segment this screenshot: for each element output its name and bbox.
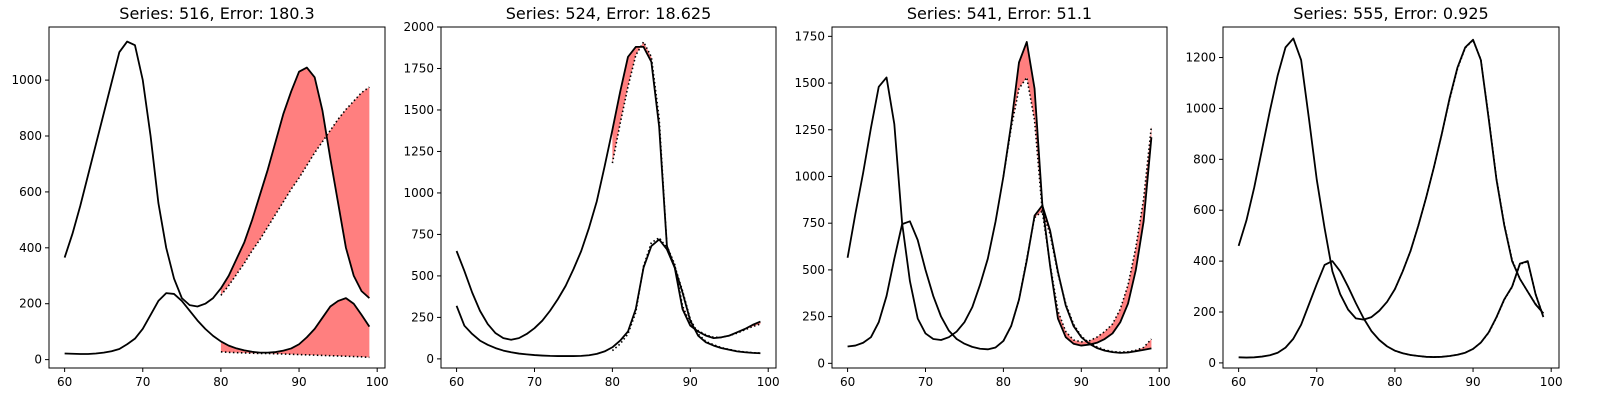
y-tick-label: 800 xyxy=(1193,152,1216,166)
chart-panel-4: 60 70 80 90 100020040060080010001200Series: … xyxy=(1185,4,1562,389)
forecast-line xyxy=(1394,260,1545,358)
x-tick-label: 60 xyxy=(57,375,72,389)
y-tick-label: 600 xyxy=(1193,203,1216,217)
plot-area xyxy=(455,41,761,357)
x-tick-label: 60 xyxy=(840,375,855,389)
plot-area xyxy=(846,41,1153,354)
axes-frame xyxy=(831,26,1168,369)
x-tick-label: 90 xyxy=(1074,375,1089,389)
y-tick-label: 250 xyxy=(411,310,434,324)
y-tick-label: 0 xyxy=(426,352,434,366)
y-tick-label: 750 xyxy=(802,216,825,230)
y-tick-label: 0 xyxy=(817,356,825,370)
chart-panel-2: 60 70 80 90 10002505007501000125015001750200… xyxy=(403,4,779,389)
x-tick-label: 70 xyxy=(1309,375,1324,389)
x-tick-label: 80 xyxy=(213,375,228,389)
actual-line xyxy=(64,292,371,355)
chart-title: Series: 555, Error: 0.925 xyxy=(1293,4,1488,23)
actual-line xyxy=(63,40,370,308)
y-tick-label: 1250 xyxy=(794,123,825,137)
y-tick-label: 500 xyxy=(802,263,825,277)
x-tick-label: 90 xyxy=(1465,375,1480,389)
y-tick-label: 1750 xyxy=(794,29,825,43)
actual-line xyxy=(847,204,1152,354)
x-tick-label: 70 xyxy=(918,375,933,389)
y-tick-label: 200 xyxy=(1193,305,1216,319)
y-tick-label: 1500 xyxy=(794,76,825,90)
forecast-line xyxy=(1002,76,1153,343)
forecast-line xyxy=(220,350,370,359)
y-tick-label: 0 xyxy=(34,353,42,367)
y-tick-label: 2000 xyxy=(403,20,434,34)
actual-line xyxy=(1237,37,1545,321)
x-tick-label: 80 xyxy=(605,375,620,389)
chart-title: Series: 524, Error: 18.625 xyxy=(506,4,712,23)
y-tick-label: 400 xyxy=(19,241,42,255)
y-tick-label: 200 xyxy=(19,297,42,311)
actual-line xyxy=(1238,260,1545,359)
forecast-line xyxy=(1394,39,1544,314)
y-tick-label: 1000 xyxy=(11,73,42,87)
x-tick-label: 90 xyxy=(683,375,698,389)
forecast-line xyxy=(611,41,761,339)
y-tick-label: 600 xyxy=(19,185,42,199)
y-tick-label: 1000 xyxy=(794,169,825,183)
x-tick-label: 60 xyxy=(449,375,464,389)
x-tick-label: 100 xyxy=(366,375,389,389)
y-tick-label: 1500 xyxy=(403,103,434,117)
x-tick-label: 70 xyxy=(135,375,150,389)
x-tick-label: 90 xyxy=(291,375,306,389)
y-tick-label: 800 xyxy=(19,129,42,143)
x-tick-label: 80 xyxy=(1387,375,1402,389)
x-tick-label: 60 xyxy=(1231,375,1246,389)
plot-area xyxy=(1237,37,1545,359)
y-tick-label: 1250 xyxy=(403,144,434,158)
y-tick-label: 1000 xyxy=(403,186,434,200)
y-tick-label: 1200 xyxy=(1185,51,1216,65)
x-tick-label: 70 xyxy=(527,375,542,389)
chart-title: Series: 516, Error: 180.3 xyxy=(119,4,314,23)
actual-line xyxy=(455,238,761,357)
y-tick-label: 400 xyxy=(1193,254,1216,268)
actual-line xyxy=(455,46,761,341)
y-tick-label: 0 xyxy=(1208,356,1216,370)
axes-frame xyxy=(440,26,777,369)
chart-title: Series: 541, Error: 51.1 xyxy=(907,4,1092,23)
y-tick-label: 750 xyxy=(411,227,434,241)
error-fill-region xyxy=(220,298,370,358)
x-tick-label: 100 xyxy=(1148,375,1171,389)
x-tick-label: 100 xyxy=(1540,375,1563,389)
forecast-line xyxy=(1002,210,1153,353)
y-tick-label: 250 xyxy=(802,310,825,324)
y-tick-label: 1000 xyxy=(1185,101,1216,115)
chart-panel-3: 60 70 80 90 10002505007501000125015001750Ser… xyxy=(794,4,1170,389)
y-tick-label: 1750 xyxy=(403,61,434,75)
actual-line xyxy=(846,41,1153,347)
error-fill-region xyxy=(612,41,761,339)
error-fill-region xyxy=(220,67,370,299)
plot-area xyxy=(63,40,371,359)
axes-frame xyxy=(1222,26,1560,369)
x-tick-label: 80 xyxy=(996,375,1011,389)
y-tick-label: 500 xyxy=(411,269,434,283)
x-tick-label: 100 xyxy=(757,375,780,389)
axes-frame xyxy=(48,26,386,369)
